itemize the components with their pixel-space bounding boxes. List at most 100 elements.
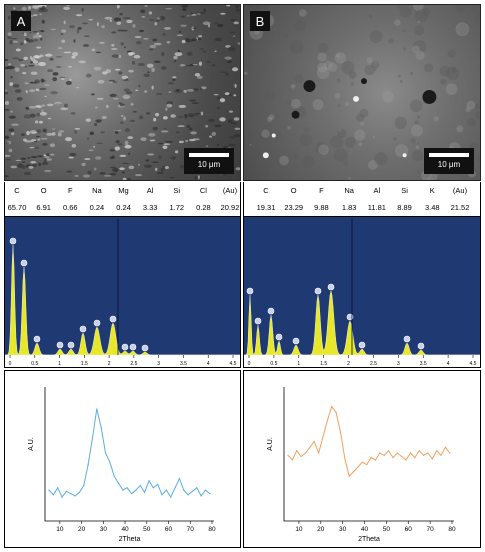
sem-grain bbox=[128, 152, 131, 155]
sem-grain bbox=[153, 117, 157, 122]
xrd-data-point bbox=[104, 452, 107, 454]
sem-grain bbox=[109, 93, 117, 98]
xrd-data-point bbox=[387, 450, 390, 452]
edx-element-value: 1.72 bbox=[169, 203, 185, 212]
sem-grain bbox=[144, 5, 148, 8]
xrd-data-point bbox=[78, 491, 81, 494]
sem-grain bbox=[93, 167, 97, 171]
sem-grain bbox=[417, 20, 421, 24]
sem-grain bbox=[374, 152, 388, 166]
sem-grain bbox=[97, 79, 105, 84]
sem-grain bbox=[358, 142, 363, 147]
xrd-data-point bbox=[100, 426, 102, 429]
spectrum-peak-marker bbox=[121, 343, 129, 351]
sem-grain bbox=[21, 6, 27, 11]
sem-grain bbox=[72, 52, 79, 57]
sem-grain bbox=[246, 76, 258, 88]
sem-grain bbox=[368, 14, 373, 19]
sem-grain bbox=[187, 113, 195, 118]
spectrum-tick-label: 0 bbox=[248, 361, 251, 367]
sem-grain bbox=[5, 92, 9, 95]
sem-grain bbox=[99, 172, 106, 175]
sem-grain bbox=[217, 23, 224, 28]
sem-grain bbox=[473, 175, 479, 180]
sem-grain bbox=[70, 112, 76, 115]
sem-grain bbox=[126, 19, 133, 24]
sem-grain bbox=[55, 66, 62, 68]
sem-grain bbox=[197, 37, 202, 41]
sem-grain bbox=[39, 13, 42, 16]
spectrum-tick-label: 1.5 bbox=[81, 361, 88, 367]
sem-grain bbox=[294, 20, 306, 32]
sem-grain bbox=[105, 68, 111, 74]
sem-grain bbox=[302, 155, 315, 169]
sem-grain bbox=[101, 25, 105, 29]
sem-grain bbox=[190, 131, 197, 135]
xrd-data-point bbox=[379, 452, 381, 454]
sem-grain bbox=[55, 55, 63, 58]
panel-label-b: B bbox=[250, 11, 270, 31]
sem-grain bbox=[473, 103, 480, 110]
xrd-tick-label: 10 bbox=[56, 526, 64, 533]
xrd-tick-label: 30 bbox=[100, 526, 108, 533]
sem-grain bbox=[28, 65, 35, 67]
sem-grain bbox=[373, 60, 377, 65]
sem-grain bbox=[458, 23, 469, 35]
sem-image-a: A 10 μm bbox=[4, 4, 241, 181]
edx-element-value: 3.48 bbox=[424, 203, 440, 212]
sem-grain bbox=[228, 143, 236, 146]
sem-grain bbox=[9, 82, 14, 86]
xrd-plot-svg-a: 10 20 30 40 50 60 70 80 2Theta A.U. bbox=[28, 387, 216, 543]
sem-grain bbox=[60, 107, 69, 110]
xrd-data-point bbox=[178, 477, 180, 480]
sem-grain bbox=[206, 61, 211, 63]
sem-grain bbox=[415, 50, 425, 60]
xrd-data-point bbox=[52, 494, 54, 496]
xrd-data-point bbox=[183, 489, 185, 491]
sem-grain bbox=[394, 19, 401, 26]
sem-grain bbox=[465, 107, 471, 113]
edx-element-label: Si bbox=[173, 186, 181, 195]
edx-elements-row-a: C O F Na Mg Al Si Cl (Au) bbox=[5, 182, 240, 199]
xrd-tick-label: 70 bbox=[427, 526, 435, 533]
sem-grain bbox=[233, 133, 240, 138]
sem-grain bbox=[335, 53, 340, 59]
xrd-data-point bbox=[405, 459, 407, 461]
sem-grain bbox=[92, 145, 96, 148]
sem-grain bbox=[149, 139, 156, 142]
sem-grain bbox=[268, 114, 275, 120]
sem-grain bbox=[198, 34, 203, 38]
sem-grain bbox=[414, 120, 419, 125]
xrd-tick-label: 60 bbox=[165, 526, 173, 533]
edx-element-value: 0.24 bbox=[89, 203, 105, 212]
spectrum-peak-marker bbox=[93, 319, 101, 327]
sem-grain bbox=[132, 23, 136, 28]
sem-grain bbox=[46, 158, 52, 161]
sem-grain bbox=[21, 161, 25, 163]
sem-particle bbox=[402, 153, 407, 158]
sem-grain bbox=[315, 142, 328, 155]
sem-grain bbox=[164, 127, 167, 130]
sem-grain bbox=[233, 94, 237, 97]
sem-grain bbox=[10, 76, 13, 79]
sem-grain bbox=[40, 137, 48, 140]
sem-grain bbox=[93, 66, 102, 71]
sem-grain bbox=[197, 13, 201, 15]
sem-grain bbox=[35, 105, 41, 108]
sem-grain bbox=[167, 82, 175, 85]
sem-grain bbox=[22, 72, 27, 75]
sem-grain bbox=[23, 56, 29, 61]
sem-grain bbox=[182, 8, 187, 11]
sem-grain bbox=[474, 12, 480, 21]
sem-grain bbox=[32, 34, 40, 39]
edx-values-row-b: 19.31 23.29 9.88 1.83 11.81 8.89 3.48 21.52 bbox=[244, 199, 480, 216]
sem-grain bbox=[5, 154, 11, 157]
xrd-data-point bbox=[431, 458, 433, 460]
sem-grain bbox=[294, 74, 304, 84]
sem-grain bbox=[29, 146, 35, 149]
sem-grain bbox=[216, 143, 220, 147]
xrd-tick-label: 70 bbox=[187, 526, 195, 533]
sem-grain bbox=[69, 152, 77, 157]
xrd-tick-label: 50 bbox=[143, 526, 151, 533]
sem-grain bbox=[66, 170, 73, 173]
